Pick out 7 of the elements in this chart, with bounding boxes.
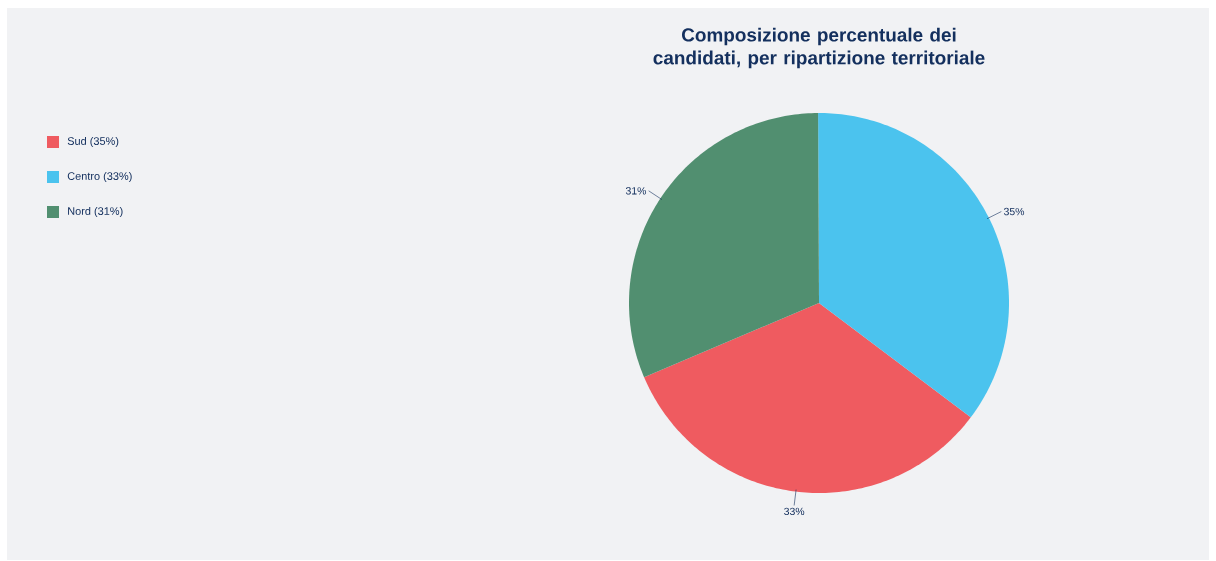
chart-title: Composizione percentuale dei candidati, per ripartizione territoriale	[653, 27, 985, 69]
data-label: 35%	[1003, 207, 1025, 216]
legend-label: Centro (33%)	[67, 171, 132, 183]
data-label: 31%	[625, 187, 647, 195]
legend-label: Nord (31%)	[68, 206, 123, 218]
legend-label: Sud (35%)	[67, 136, 119, 148]
data-label: 33%	[784, 507, 805, 516]
